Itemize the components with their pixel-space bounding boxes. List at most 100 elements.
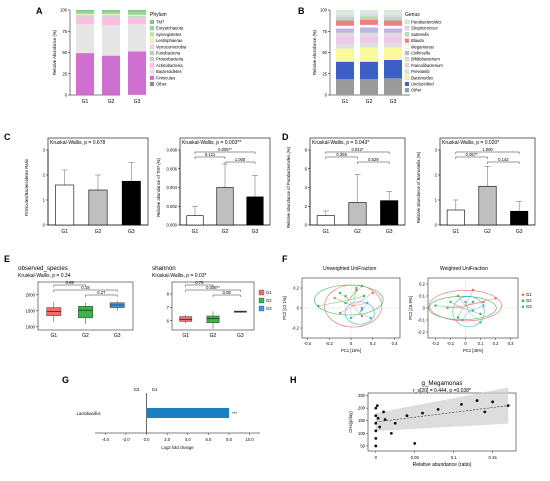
bar-segment [360, 19, 378, 25]
bar-segment [76, 15, 94, 17]
legend-swatch [404, 88, 410, 93]
bar-segment [360, 13, 378, 17]
bar-segment [76, 53, 94, 95]
y-tick-label: 1500 [26, 308, 36, 313]
y-axis-label: PC2 [12.1%] [282, 296, 287, 320]
panel-letter-d: D [282, 132, 289, 142]
data-point [491, 400, 495, 404]
significance-label: 0.356 [336, 152, 347, 157]
panel-letter-b: B [298, 6, 305, 16]
x-tick-label: -0.2 [326, 341, 334, 346]
test-label: Kruskal-Wallis, p = 0.678 [50, 140, 105, 146]
y-tick-label: -0.1 [418, 318, 426, 323]
legend-label: Collinsella [411, 51, 431, 56]
spider-line [353, 302, 368, 307]
y-tick-label: 2 [43, 173, 46, 178]
y-tick-label: 2000 [26, 292, 36, 297]
bar [446, 209, 465, 226]
y-axis-label: Relative abundance of Parabacteroides (%… [286, 146, 291, 228]
spider-line [345, 295, 354, 307]
x-tick-label: G1 [342, 99, 349, 105]
bar-segment [102, 25, 120, 56]
spider-line [340, 305, 354, 314]
y-tick-label: 0 [297, 306, 300, 311]
fold-change-annotation: *** [232, 411, 237, 416]
x-tick-label: G1 [182, 333, 189, 339]
bar-segment [102, 14, 120, 15]
spider-line [359, 312, 371, 319]
box [78, 306, 93, 319]
legend-swatch [404, 38, 410, 43]
sample-point [355, 286, 358, 290]
bar-segment [360, 36, 378, 44]
spider-line [468, 305, 484, 312]
confidence-band [375, 387, 509, 431]
data-point [374, 421, 378, 425]
legend-swatch [258, 297, 265, 304]
x-tick-label: G3 [237, 333, 244, 339]
legend-label: Unclassified [411, 82, 434, 87]
legend-label: G3 [266, 306, 272, 311]
data-point [405, 414, 409, 418]
bar-segment [360, 43, 378, 48]
significance-label: 0.08 [223, 290, 232, 295]
legend-swatch [149, 81, 155, 87]
x-tick-label: G2 [95, 229, 102, 235]
sample-point [317, 304, 320, 308]
spider-line [339, 292, 349, 301]
sample-point [344, 301, 347, 305]
significance-label: 0.27 [97, 290, 106, 295]
bar-segment [336, 36, 354, 45]
sample-point [371, 291, 374, 295]
x-tick-label: G2 [108, 99, 115, 105]
chart-d1-parabacteroides: Kruskal-Wallis, p = 0.043* 0 2 4 6 8 Relative … [286, 137, 406, 235]
legend-title: Genus [405, 12, 420, 18]
y-tick-label: 8 [305, 148, 308, 153]
significance-bracket [357, 161, 390, 164]
significance-label: 1.000 [482, 147, 493, 152]
significance-bracket [212, 294, 241, 297]
sample-point [494, 297, 497, 300]
bar [380, 200, 399, 226]
legend-label: Synergistetes [156, 32, 181, 37]
x-tick-label: G3 [386, 229, 393, 235]
data-point [374, 436, 378, 440]
sample-point [362, 294, 366, 298]
x-tick-label: G1 [452, 229, 459, 235]
x-tick-label: 0.05 [411, 455, 420, 460]
x-tick-label: 0.15 [489, 455, 498, 460]
bar-segment [360, 24, 378, 28]
x-tick-label: 0.3 [508, 341, 514, 346]
bar-segment [128, 10, 146, 12]
x-tick-label: G2 [366, 99, 373, 105]
panel-letter-e: E [4, 254, 10, 264]
data-point [421, 411, 424, 415]
spider-line [465, 289, 474, 306]
y-tick-label: 2 [305, 204, 308, 209]
data-point [378, 425, 382, 429]
test-label: Kruskal-Wallis, p = 0.043* [312, 140, 369, 146]
spider-line [457, 295, 466, 306]
data-point [436, 407, 440, 411]
spider-line [353, 292, 373, 307]
bar-segment [336, 32, 354, 37]
y-tick-label: 6 [305, 166, 308, 171]
x-axis-label: PC1 [16%] [341, 348, 361, 353]
significance-bracket [487, 161, 520, 164]
x-tick-label: 0.2 [493, 341, 499, 346]
x-tick-label: 4.0 [185, 437, 191, 442]
frame [171, 281, 255, 331]
spider-line [348, 289, 357, 301]
legend-marker [521, 305, 525, 309]
bar-segment [76, 24, 94, 54]
significance-bracket [185, 284, 214, 287]
legend-label: Lentisphaerae [156, 38, 183, 43]
data-point [389, 431, 393, 435]
bar-segment [384, 47, 402, 60]
x-tick-label: G3 [128, 229, 135, 235]
bar [121, 180, 141, 226]
sample-point [349, 316, 353, 320]
significance-bracket [455, 151, 520, 154]
bar-segment [384, 32, 402, 37]
